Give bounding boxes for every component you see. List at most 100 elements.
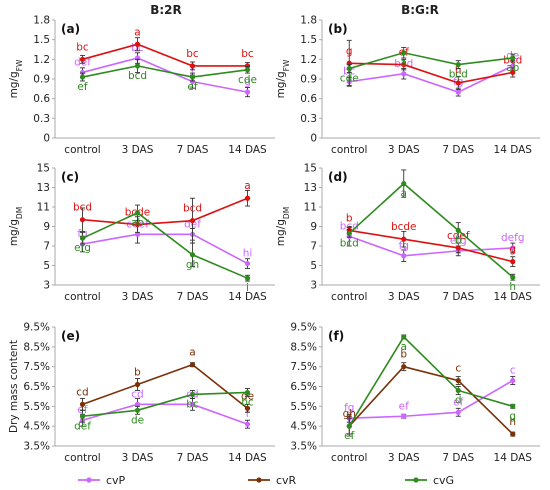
data-label: bcd [449,69,468,81]
x-tick-label: control [64,452,100,464]
panel-label: (a) [61,22,80,36]
data-point [510,274,516,280]
data-label: a [401,188,407,200]
data-label: defg [501,232,525,244]
data-point [79,74,86,80]
y-axis-label: mg/gDM [8,207,24,246]
y-tick-label: 5 [43,260,50,272]
y-tick-label: 4.5% [23,421,50,433]
series-line [349,379,514,420]
panel-f: 3.5% 4.5% 5.5% 6.5% 7.5% 8.5% 9.5% control 3 DAS… [290,322,540,464]
y-tick-label: 0.3 [33,113,50,125]
y-tick-label: 4.5% [290,421,317,433]
column-title-b2r: B:2R [150,3,182,17]
data-label: fg [344,402,354,414]
series-line [82,403,248,425]
data-label: ef [453,396,463,408]
data-label: c [510,365,516,377]
x-tick-label: control [64,144,100,156]
y-tick-label: 8.5% [23,341,50,353]
y-tick-label: 5 [310,260,317,272]
data-point [79,69,86,76]
data-point [244,275,251,281]
data-point [401,236,407,242]
y-tick-label: 1.8 [300,15,317,27]
legend-marker [413,477,419,483]
data-label: f [191,66,195,78]
y-tick-label: 9 [43,221,50,233]
y-axis-label: Dry mass content [8,340,20,433]
y-axis-label: mg/gFW [8,59,24,98]
series-line [348,335,513,427]
legend-item-cvR: cvR [248,474,297,487]
legend-item-cvG: cvG [405,474,454,487]
data-point [244,63,251,69]
series-line [349,51,513,70]
y-tick-label: 1.2 [33,54,50,66]
y-tick-label: 13 [37,182,50,194]
panel-d: 3 5 7 9 11 13 15 control 3 DAS 7 DAS 14 DAS mg/gDM (… [275,163,540,303]
data-label: de [131,414,144,426]
data-label: bcd [183,203,202,215]
x-tick-label: 3 DAS [388,291,420,303]
data-point [510,259,516,265]
data-point [244,195,251,201]
data-point [189,252,196,258]
data-point [401,253,407,259]
y-tick-label: 9.5% [23,322,50,334]
y-tick-label: 0.9 [300,74,317,86]
data-label: bc [186,398,199,410]
data-point [189,218,196,224]
data-point [401,364,407,370]
series-cvG: bcd a b h [340,169,516,293]
data-label: g [244,76,251,88]
data-point [79,401,86,407]
y-tick-label: 1.8 [33,15,50,27]
x-tick-label: control [331,452,367,464]
data-point [455,89,461,95]
data-point [510,63,516,69]
x-tick-label: 3 DAS [388,144,420,156]
legend-label: cvR [276,474,297,487]
y-tick-label: 0 [310,133,317,145]
series-line [349,65,514,93]
data-label: def [74,420,91,432]
data-point [189,79,196,85]
data-label: bc [241,48,254,60]
data-point [244,260,251,267]
data-label: ab [506,62,519,74]
series-line [348,235,513,257]
x-tick-label: 14 DAS [494,452,533,464]
x-tick-label: 3 DAS [388,452,420,464]
series-line [82,211,248,279]
data-label: bcd [73,202,92,214]
data-point [79,217,86,223]
data-point [401,61,407,68]
series-line [82,233,248,265]
x-tick-label: 14 DAS [228,452,267,464]
x-tick-label: 3 DAS [122,144,154,156]
data-point [401,334,407,340]
x-tick-label: 7 DAS [442,452,474,464]
panel-a: 0 0.3 0.6 0.9 1.2 1.5 1.8 control 3 DAS 7 DAS 14 D… [8,15,275,156]
data-label: b [134,367,141,379]
data-label: bc [241,396,254,408]
data-point [189,401,196,407]
y-tick-label: 0 [43,133,50,145]
data-label: cde [238,74,257,86]
panel-e: 3.5% 4.5% 5.5% 6.5% 7.5% 8.5% 9.5% control 3 DAS… [8,322,275,464]
y-axis-label: mg/gFW [275,59,291,98]
data-point [455,80,461,86]
data-label: bc [76,41,89,53]
data-label: a [401,341,407,353]
series-cvP: bcbcdfgde [343,50,519,97]
legend-item-cvP: cvP [78,474,126,487]
data-point [401,413,407,419]
data-point [244,89,251,95]
data-label: d [455,394,462,406]
y-tick-label: 11 [37,202,50,214]
legend-marker [256,477,262,483]
data-point [79,56,86,62]
data-point [401,181,407,187]
